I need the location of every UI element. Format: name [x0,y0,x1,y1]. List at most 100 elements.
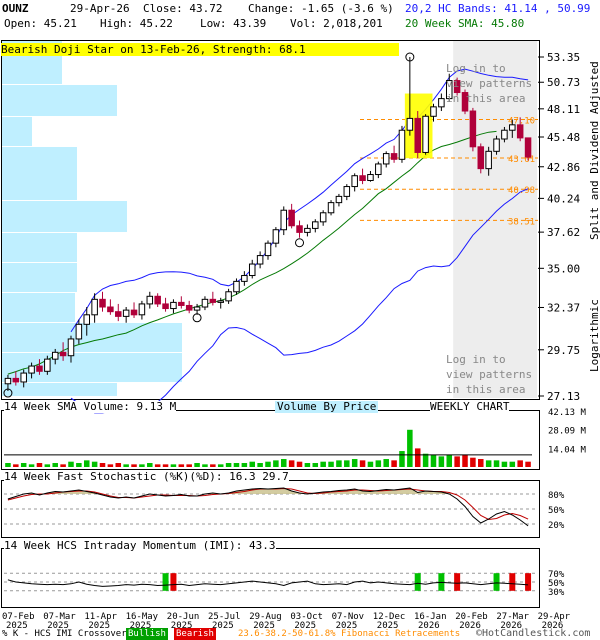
x-tick-year: 2025 [130,621,152,631]
x-tick-year: 2025 [88,621,110,631]
candle-body [524,137,532,158]
legend-fib: 23.6-38.2-50-61.8% Fibonacci Retracement… [238,629,461,639]
candle-body [296,225,303,233]
volume-bar [304,463,311,467]
candle-body [146,295,154,305]
volume-tick-label: 28.09 M [548,427,587,437]
legend-prefix: % K - HCS IMI Crossover, [2,629,133,639]
price-tick-label: 45.48 [547,131,580,144]
x-tick-year: 2025 [171,621,193,631]
candle-body [107,306,114,313]
candle-body [193,306,201,311]
imi-label: 14 Week HCS Intraday Momentum (IMI): 43.… [4,539,276,552]
date: 29-Apr-26 [70,2,130,15]
volume-bar [217,464,224,467]
fib-label: 47.10 [508,116,535,126]
volume-bar [186,464,192,467]
volume-bar [351,459,358,467]
volume-bar [470,457,476,467]
volume-bar [454,456,460,467]
volume-bar [139,464,145,467]
candle-body [201,298,209,308]
candle-body [138,303,146,316]
x-tick-label: 16-May [126,612,159,622]
volume-bar [107,464,114,467]
x-tick-year: 2025 [47,621,69,631]
x-tick-label: 07-Nov [332,612,365,622]
volume-bar [462,455,468,467]
volume-bar [225,463,232,467]
volume-bar [281,459,287,467]
stoch-overbought-fill [7,488,529,494]
sma-line [7,130,497,375]
candle-body [115,311,122,317]
patterns-notice-bottom[interactable]: Log in to view patterns in this area [446,353,533,396]
candle-body [209,298,217,303]
candle-body [280,209,288,231]
low-value: Low: 43.39 [200,17,267,30]
candle-body [12,377,20,383]
candle-body [170,301,177,310]
fib-label: 38.51 [508,217,535,227]
imi-tick-label: 50% [548,579,565,589]
price-tick-label: 29.75 [547,344,580,357]
price-tick-label: 35.00 [547,262,580,275]
volume-tick-label: 42.13 M [548,408,587,418]
volume-bar [154,464,161,467]
crossover-bar [493,573,500,591]
x-tick-label: 29-Aug [249,612,282,622]
x-tick-label: 11-Apr [84,612,117,622]
signal-marker [295,238,305,248]
volume-bar [194,463,200,467]
imi-tick-label: 70% [548,570,565,580]
x-tick-label: 25-Jul [208,612,241,622]
candle-body [162,303,169,310]
volume-bar [288,460,295,467]
stoch-tick-label: 20% [548,521,565,531]
x-tick-year: 2025 [377,621,399,631]
volume-bar [115,463,122,467]
x-tick-label: 03-Oct [290,612,323,622]
volume-by-price-bar [2,383,117,396]
volume-bar [91,461,98,467]
candle-body [264,242,272,257]
volume-bar [170,464,177,467]
volume-bar [99,463,106,467]
candle-body [343,186,351,197]
volume-bar [83,460,90,467]
x-tick-year: 2025 [294,621,316,631]
volume-bar [131,464,137,467]
imi-tick-label: 30% [548,588,565,598]
volume-bar [391,460,397,467]
x-tick-label: 20-Feb [455,612,488,622]
crossover-bar [414,573,421,591]
candle-body [178,301,185,306]
candle-body [390,153,398,160]
candle-body [359,175,366,182]
x-tick-year: 2025 [253,621,275,631]
candle-body [469,110,477,148]
candle-body [351,175,358,188]
crossover-bar [162,573,169,591]
volume-bar [52,463,58,467]
high-value: High: 45.22 [100,17,173,30]
candle-body [225,291,232,302]
stoch-tick-label: 50% [548,506,565,516]
stoch-tick-label: 80% [548,491,565,501]
candle-body [154,295,161,305]
log-axis-label: Logarithmic [588,299,600,372]
price-tick-label: 50.73 [547,76,580,89]
volume-bar [44,464,51,467]
volume-bar [312,463,319,467]
candle-body [130,309,138,316]
volume-bar [296,461,303,467]
volume-bar [517,460,523,467]
candle-body [272,229,280,244]
candle-body [122,309,130,317]
volume-bar [438,456,445,467]
patterns-notice-top[interactable]: Log in to view patterns in this area [446,62,533,105]
x-tick-year: 2026 [500,621,522,631]
candle-body [91,298,98,316]
volume-bar [375,460,382,467]
copyright[interactable]: ©HotCandlestick.com [476,628,591,639]
